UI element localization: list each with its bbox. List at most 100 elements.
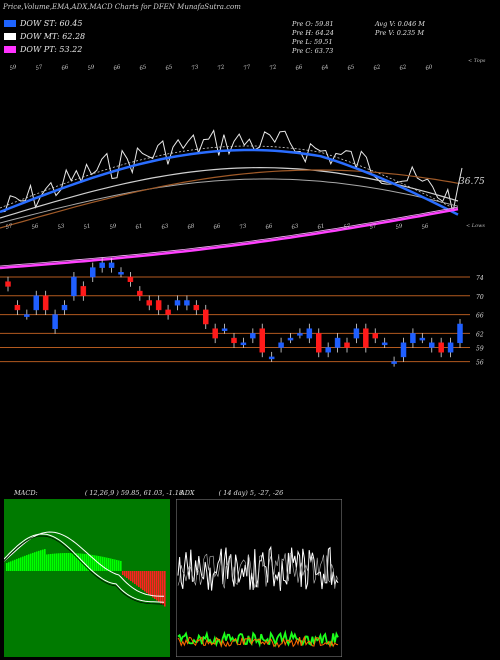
candle — [212, 328, 218, 339]
candle — [80, 286, 87, 297]
candle — [419, 337, 426, 341]
candle — [287, 337, 294, 341]
candle — [457, 323, 463, 344]
top-number: 77 — [243, 64, 252, 72]
macd-bar — [32, 552, 34, 571]
macd-bar — [104, 557, 106, 571]
candle — [174, 300, 181, 306]
ema-fast-line — [0, 145, 459, 211]
macd-bar — [140, 571, 142, 589]
macd-bar — [164, 571, 166, 607]
candle — [137, 290, 143, 297]
macd-bar — [122, 571, 124, 575]
top-number: 72 — [269, 64, 278, 72]
ema-pt-line-outline — [0, 206, 459, 267]
macd-bar — [118, 560, 120, 571]
stat-pre-open: Pre O: 59.81 — [292, 20, 334, 28]
macd-bar — [120, 560, 122, 571]
low-number: 66 — [265, 223, 274, 231]
macd-bar — [144, 571, 146, 592]
top-number: 57 — [35, 64, 44, 72]
level-label: 74 — [476, 275, 484, 282]
macd-bar — [112, 558, 114, 571]
macd-bar — [126, 571, 128, 578]
candle — [193, 304, 200, 311]
lows-label: < Lows — [466, 223, 485, 229]
candle — [268, 356, 275, 360]
macd-bar — [84, 553, 86, 571]
candle — [203, 309, 209, 325]
adx-line-shadow — [177, 553, 339, 589]
macd-bar — [146, 571, 148, 593]
macd-bar — [52, 553, 54, 571]
adx-minus-di-line — [177, 635, 339, 649]
candle — [400, 342, 407, 358]
macd-bar — [34, 552, 36, 571]
candle — [438, 342, 444, 353]
level-label: 62 — [476, 331, 484, 338]
top-number: 66 — [113, 64, 122, 72]
macd-bar — [96, 555, 98, 571]
macd-bar — [26, 555, 28, 571]
low-number: 63 — [161, 223, 170, 231]
macd-bar — [44, 549, 46, 571]
macd-bar — [160, 571, 162, 604]
candle — [316, 333, 322, 353]
site-name[interactable]: MunafaSutra.com — [177, 3, 241, 11]
candle — [250, 333, 256, 339]
candles — [5, 257, 463, 367]
macd-title: MACD: ( 12,26,9 ) 59.85, 61.03, -1.18 — [14, 489, 183, 497]
low-number: 66 — [213, 223, 222, 231]
candle — [33, 295, 39, 311]
low-number: 57 — [369, 223, 378, 231]
macd-bar — [40, 550, 42, 571]
macd-bar — [136, 571, 138, 586]
legend-dow-mt: DOW MT: 62.28 — [4, 32, 85, 41]
ema-mt-line-1 — [0, 166, 459, 219]
last-price-label: 36.75 — [459, 177, 485, 187]
candle — [372, 333, 378, 339]
low-number: 61 — [135, 223, 143, 231]
top-number: 65 — [165, 64, 174, 72]
ema-st-line — [0, 148, 459, 216]
low-number: 51 — [83, 223, 91, 231]
candle — [363, 328, 369, 348]
adx-line — [177, 545, 339, 591]
macd-bar — [66, 553, 68, 571]
macd-bar — [138, 571, 140, 587]
level-label: 56 — [476, 360, 484, 367]
macd-bar — [152, 571, 154, 598]
macd-bar — [12, 560, 14, 571]
macd-bar — [22, 556, 24, 571]
low-number: 73 — [239, 223, 248, 231]
level-label: 70 — [476, 294, 484, 301]
macd-bar — [64, 553, 66, 571]
macd-bar — [6, 563, 8, 571]
macd-bar — [130, 571, 132, 581]
candle — [5, 281, 11, 287]
low-number: 57 — [343, 223, 352, 231]
legend-swatch-pt — [4, 46, 16, 53]
macd-bar — [10, 561, 12, 571]
stat-avg-volume: Avg V: 0.046 M — [375, 20, 425, 28]
stat-pre-low: Pre L: 59.51 — [292, 38, 333, 46]
legend-dow-pt: DOW PT: 53.22 — [4, 45, 82, 54]
top-number: 59 — [9, 64, 18, 72]
stat-pre-high: Pre H: 64.24 — [292, 29, 334, 37]
candle — [221, 328, 228, 331]
macd-bar — [150, 571, 152, 596]
low-number: 56 — [421, 223, 430, 231]
macd-bar — [56, 553, 58, 571]
macd-bar — [28, 554, 30, 571]
macd-bar — [128, 571, 130, 580]
macd-bar — [20, 557, 22, 571]
candle — [391, 361, 397, 364]
ema-long-line — [0, 169, 459, 229]
candle — [447, 342, 454, 353]
macd-bar — [68, 553, 70, 571]
candle — [306, 328, 313, 339]
macd-line — [4, 533, 165, 603]
macd-bar — [72, 553, 74, 571]
top-number: 66 — [61, 64, 70, 72]
candle — [259, 328, 265, 353]
